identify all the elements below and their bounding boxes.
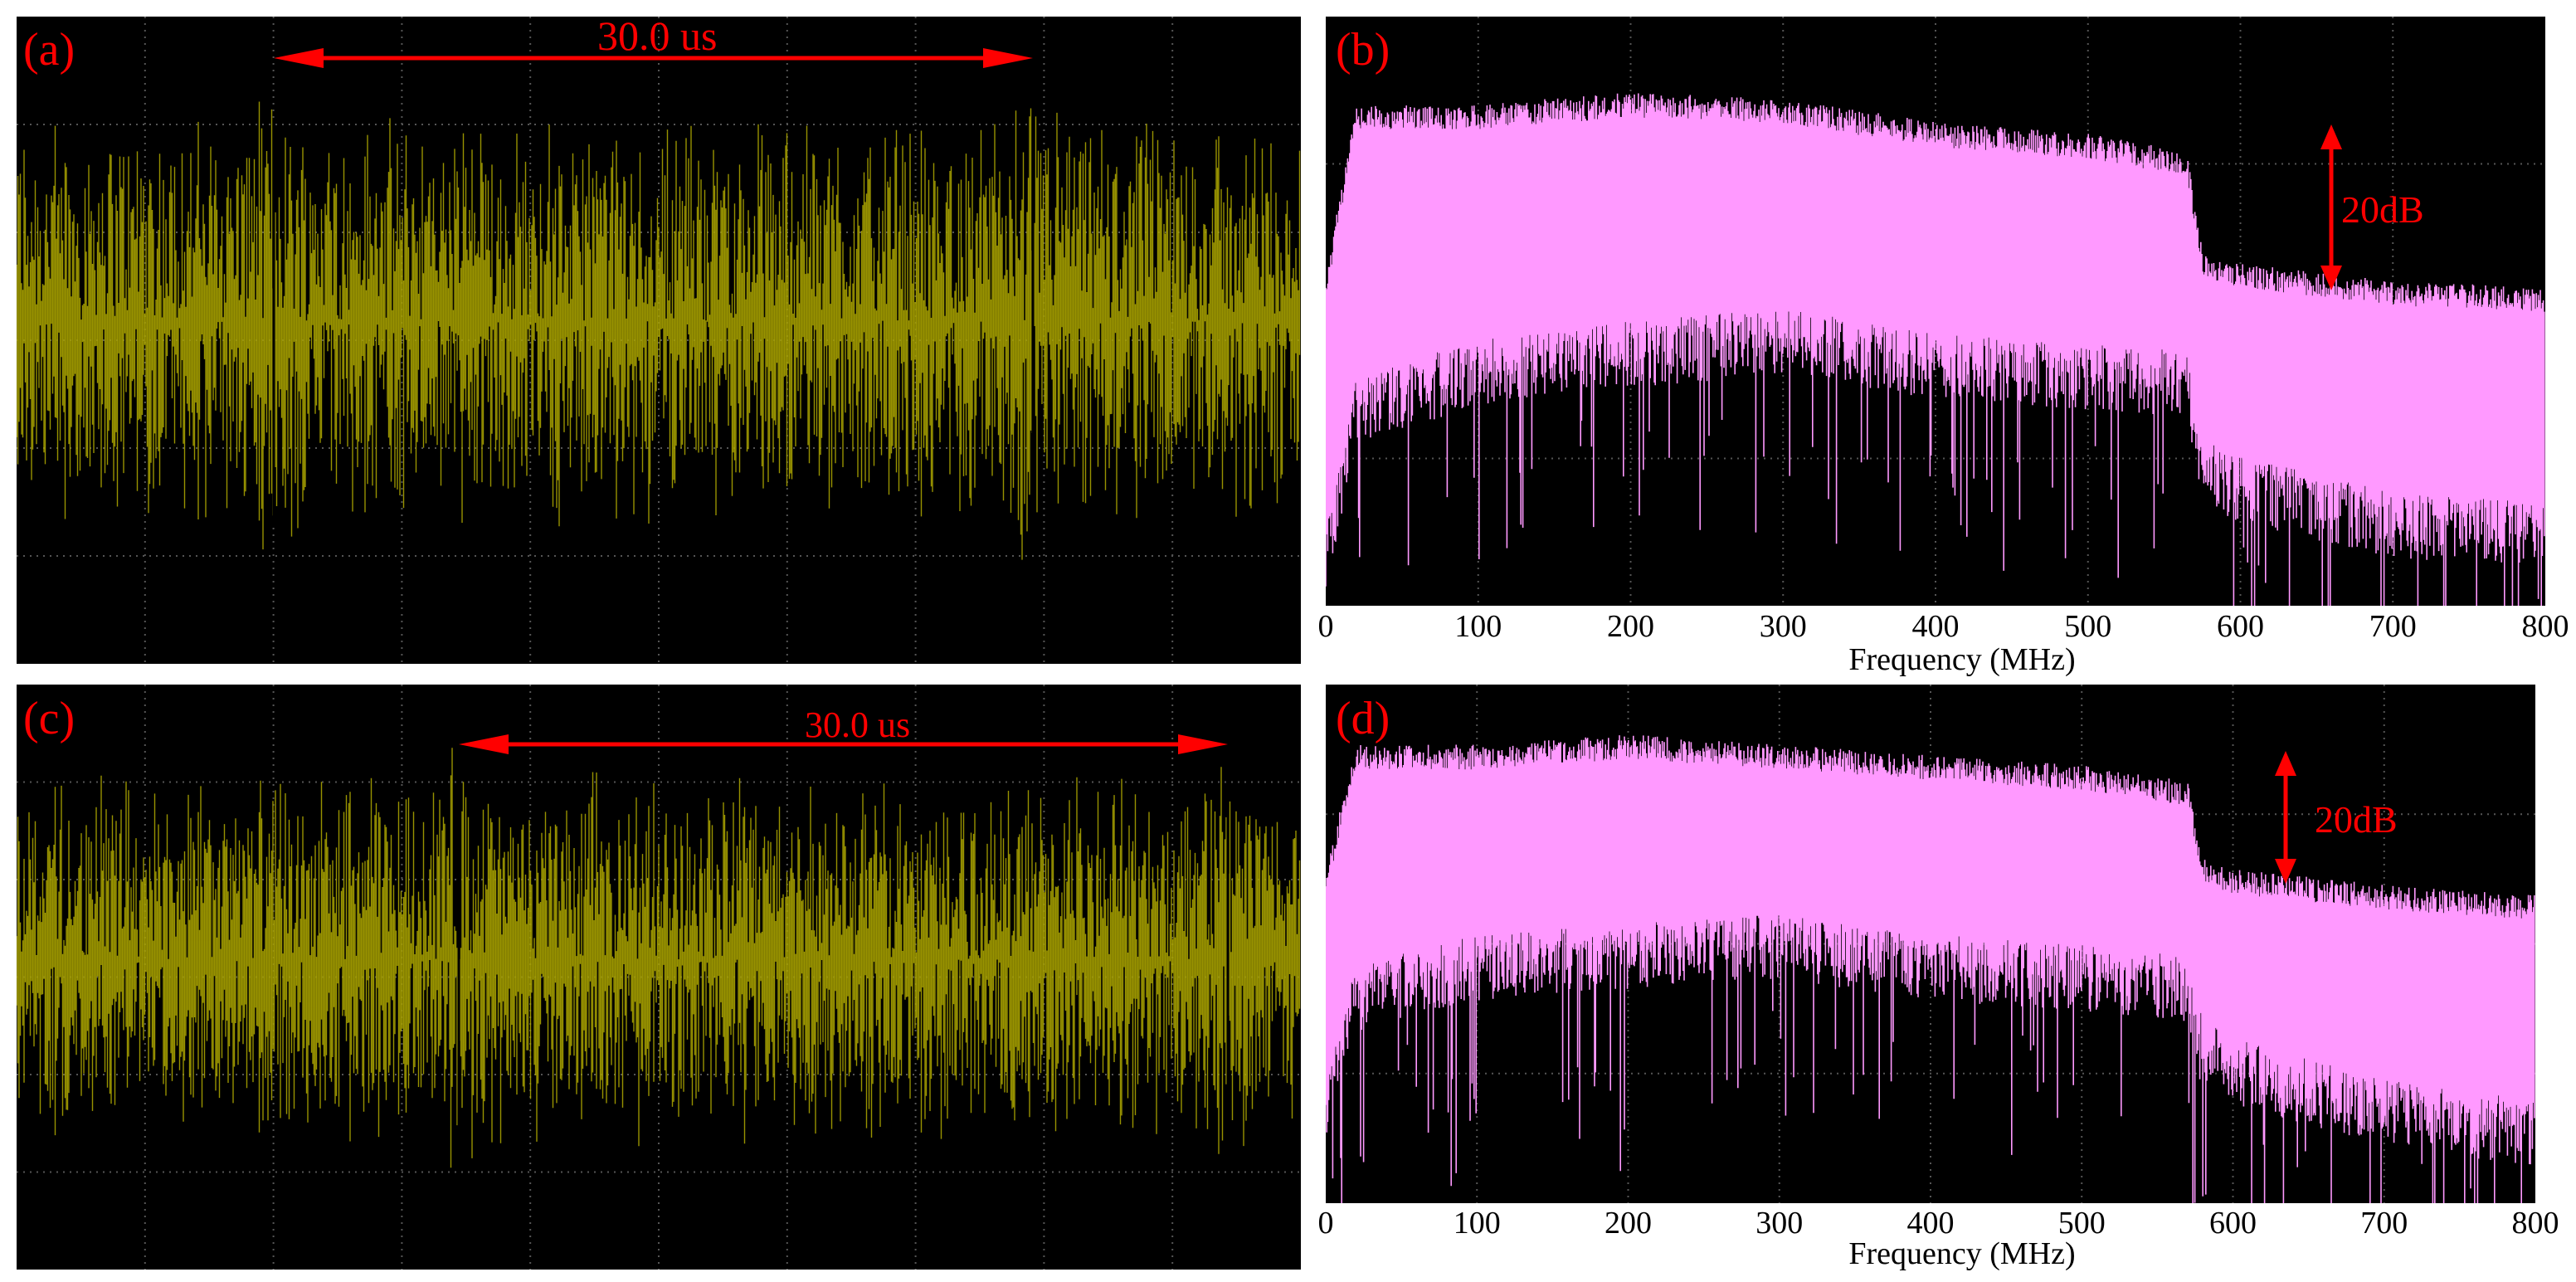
panel-a-trace-path	[17, 101, 1301, 560]
panel-d-x-label: Frequency (MHz)	[1848, 1236, 2076, 1271]
panel-d-x-tick: 200	[1605, 1206, 1652, 1241]
panel-b-x-tick: 400	[1911, 609, 1960, 644]
panel-d-x-tick: 0	[1317, 1206, 1334, 1241]
panel-b-spectrum	[1326, 93, 2545, 606]
panel-a-label: (a)	[23, 24, 75, 76]
panel-b-label: (b)	[1336, 24, 1390, 76]
panel-d-plot	[1326, 685, 2535, 1203]
panel-a-arrow-head-left	[274, 48, 324, 68]
panel-c-trace-path	[17, 748, 1301, 1168]
panel-a-period-arrow	[274, 48, 1033, 68]
panel-c-trace	[17, 748, 1301, 1168]
panel-d-range-label: 20dB	[2315, 798, 2398, 841]
panel-d-x-tick: 300	[1755, 1206, 1804, 1241]
panel-d-range-head-bottom	[2275, 859, 2296, 884]
panel-a-scope	[17, 17, 1301, 664]
panel-b-x-tick: 700	[2369, 609, 2417, 644]
panel-d-spectrum-path	[1326, 735, 2535, 1203]
panel-b-x-label: Frequency (MHz)	[1848, 642, 2076, 677]
panel-b-range-head-bottom	[2320, 266, 2342, 290]
panel-d-range-head-top	[2275, 751, 2296, 776]
panel-b-x-tick: 600	[2217, 609, 2264, 644]
panel-c-scope	[17, 685, 1301, 1270]
panel-b-range-label: 20dB	[2341, 188, 2424, 231]
panel-d-x-tick: 100	[1453, 1206, 1501, 1241]
panel-d-x-tick: 600	[2209, 1206, 2257, 1241]
panel-c-arrow-head-right	[1178, 734, 1228, 754]
panel-b-x-tick: 200	[1607, 609, 1654, 644]
panel-d-label: (d)	[1336, 693, 1390, 744]
panel-a-arrow-head-right	[983, 48, 1033, 68]
panel-c-plot	[17, 685, 1301, 1270]
panel-c-arrow-head-left	[459, 734, 509, 754]
panel-d-spectrum	[1326, 735, 2535, 1203]
panel-d-x-tick: 700	[2360, 1206, 2408, 1241]
panel-a-period-label: 30.0 us	[597, 12, 718, 59]
panel-b-x-tick: 300	[1759, 609, 1807, 644]
panel-b-x-tick: 500	[2064, 609, 2112, 644]
panel-b-x-tick: 100	[1454, 609, 1502, 644]
panel-c-period-label: 30.0 us	[805, 704, 911, 745]
panel-a-plot	[17, 17, 1301, 664]
panel-d-x-tick: 400	[1906, 1206, 1955, 1241]
panel-b-range-arrow	[2320, 124, 2342, 290]
panel-c-period-arrow	[459, 734, 1228, 754]
panel-d-range-arrow	[2275, 751, 2296, 884]
panel-d-x-tick: 500	[2057, 1206, 2106, 1241]
panel-a-grid	[17, 17, 1301, 664]
panel-c-label: (c)	[23, 693, 75, 744]
panel-b-spectrum-path	[1326, 93, 2545, 606]
panel-b-plot	[1326, 17, 2545, 606]
panel-b-x-tick: 800	[2521, 609, 2569, 644]
panel-b-range-head-top	[2320, 124, 2342, 149]
panel-d-x-tick: 800	[2511, 1206, 2559, 1241]
panel-b-scope	[1326, 17, 2545, 606]
panel-b-x-tick: 0	[1317, 609, 1334, 644]
panel-a-trace	[17, 101, 1301, 560]
panel-d-scope	[1326, 685, 2535, 1203]
